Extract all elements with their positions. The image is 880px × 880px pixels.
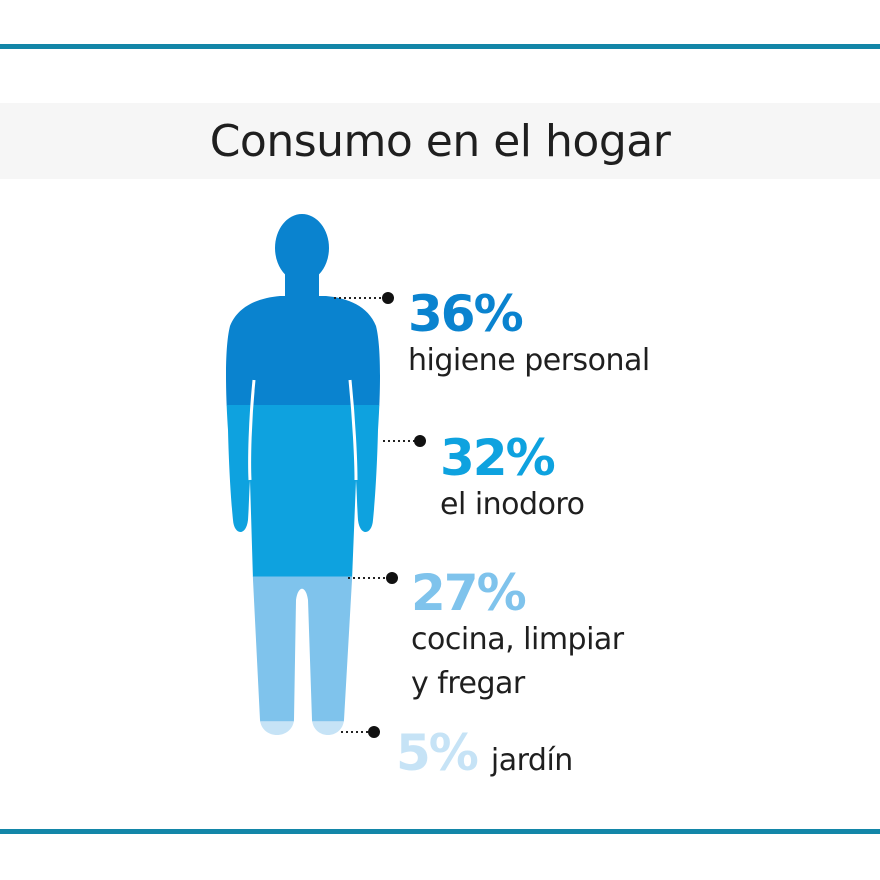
segment-el-inodoro <box>226 405 380 577</box>
category-label-jardin: jardín <box>490 743 573 778</box>
category-label-higiene-personal: higiene personal <box>408 343 650 378</box>
label-el-inodoro: 32% el inodoro <box>440 429 585 527</box>
segment-higiene-personal <box>226 214 380 406</box>
leader-dot-higiene <box>382 292 394 304</box>
segment-jardin <box>226 721 380 735</box>
value-label-5: 5% <box>396 724 479 782</box>
category-label-cocina-line2: y fregar <box>411 666 525 701</box>
value-label-36: 36% <box>408 285 524 343</box>
top-rule <box>0 44 880 49</box>
leader-dot-inodoro <box>414 435 426 447</box>
title-band: Consumo en el hogar <box>0 103 880 179</box>
category-label-el-inodoro: el inodoro <box>440 487 585 522</box>
label-jardin: 5% jardín <box>396 728 573 783</box>
leader-dot-jardin <box>368 726 380 738</box>
value-label-32: 32% <box>440 429 556 487</box>
value-label-27: 27% <box>411 564 527 622</box>
label-cocina-limpiar-fregar: 27% cocina, limpiar y fregar <box>411 568 624 706</box>
right-arm-gap <box>348 379 358 481</box>
chart-title: Consumo en el hogar <box>209 115 671 167</box>
category-label-cocina-line1: cocina, limpiar <box>411 622 624 657</box>
segment-cocina-limpiar-fregar <box>226 576 380 722</box>
left-arm-gap <box>248 379 256 481</box>
bottom-rule <box>0 829 880 834</box>
label-higiene-personal: 36% higiene personal <box>408 289 650 383</box>
leader-dot-cocina <box>386 572 398 584</box>
